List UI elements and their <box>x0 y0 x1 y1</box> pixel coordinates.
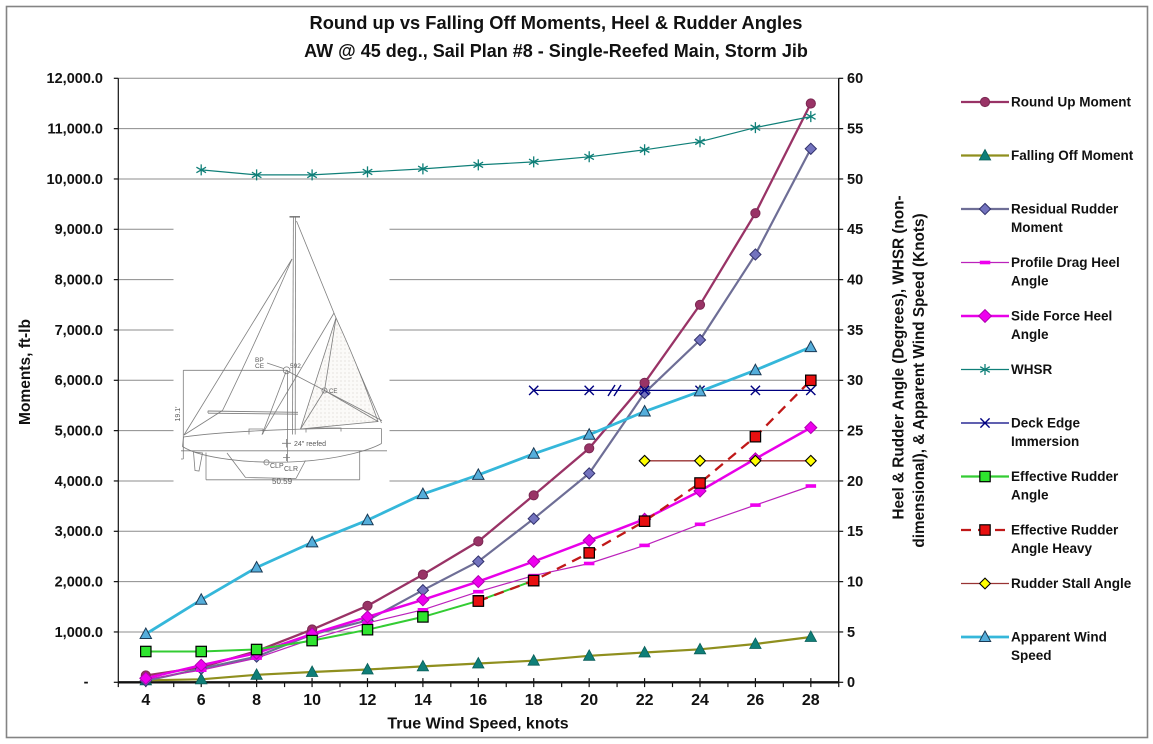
svg-text:Rudder Stall Angle: Rudder Stall Angle <box>1011 576 1132 591</box>
svg-text:7,000.0: 7,000.0 <box>55 323 103 339</box>
svg-text:Round up vs Falling Off Moment: Round up vs Falling Off Moments, Heel & … <box>310 12 803 33</box>
svg-text:35: 35 <box>847 323 863 339</box>
svg-text:8,000.0: 8,000.0 <box>55 272 103 288</box>
svg-text:10: 10 <box>303 692 321 709</box>
svg-text:-: - <box>84 674 89 690</box>
svg-text:40: 40 <box>847 272 863 288</box>
svg-text:Heel & Rudder Angle (Degrees),: Heel & Rudder Angle (Degrees), WHSR (non… <box>891 195 908 519</box>
svg-text:Deck Edge: Deck Edge <box>1011 416 1081 431</box>
svg-text:Angle: Angle <box>1011 327 1049 342</box>
svg-text:BP: BP <box>255 357 264 364</box>
svg-text:10: 10 <box>847 574 863 590</box>
svg-text:Residual Rudder: Residual Rudder <box>1011 202 1119 217</box>
svg-text:AW @ 45 deg., Sail Plan #8 - S: AW @ 45 deg., Sail Plan #8 - Single-Reef… <box>304 41 808 61</box>
svg-text:18: 18 <box>525 692 543 709</box>
svg-text:10,000.0: 10,000.0 <box>47 172 103 188</box>
svg-text:14: 14 <box>414 692 432 709</box>
svg-text:50: 50 <box>847 172 863 188</box>
svg-text:12: 12 <box>359 692 377 709</box>
svg-text:Moments, ft-lb: Moments, ft-lb <box>17 319 34 425</box>
svg-text:CE: CE <box>329 389 337 395</box>
svg-text:16: 16 <box>469 692 487 709</box>
svg-text:WHSR: WHSR <box>1011 362 1052 377</box>
svg-text:15: 15 <box>847 524 863 540</box>
svg-text:5: 5 <box>847 625 855 641</box>
svg-text:Profile Drag Heel: Profile Drag Heel <box>1011 255 1120 270</box>
svg-text:19.1′: 19.1′ <box>175 406 182 422</box>
svg-text:50.59: 50.59 <box>272 477 293 486</box>
svg-text:Side Force Heel: Side Force Heel <box>1011 309 1112 324</box>
svg-text:4,000.0: 4,000.0 <box>55 474 103 490</box>
svg-text:55: 55 <box>847 121 863 137</box>
svg-text:Round Up Moment: Round Up Moment <box>1011 95 1131 110</box>
svg-text:592: 592 <box>290 363 301 370</box>
svg-text:3,000.0: 3,000.0 <box>55 524 103 540</box>
svg-text:Effective Rudder: Effective Rudder <box>1011 469 1119 484</box>
svg-text:Immersion: Immersion <box>1011 434 1079 449</box>
svg-text:dimensional), & Apparent Wind: dimensional), & Apparent Wind Speed (Kno… <box>911 213 928 547</box>
svg-text:24″ reefed: 24″ reefed <box>294 441 326 448</box>
svg-text:30: 30 <box>847 373 863 389</box>
svg-text:Moment: Moment <box>1011 220 1063 235</box>
svg-text:Falling Off Moment: Falling Off Moment <box>1011 148 1134 163</box>
svg-text:8: 8 <box>252 692 261 709</box>
svg-text:CLP: CLP <box>270 463 284 470</box>
svg-text:28: 28 <box>802 692 820 709</box>
svg-text:24: 24 <box>691 692 709 709</box>
svg-text:CE: CE <box>255 363 265 370</box>
svg-text:25: 25 <box>847 423 863 439</box>
svg-text:6,000.0: 6,000.0 <box>55 373 103 389</box>
svg-text:20: 20 <box>847 474 863 490</box>
svg-text:45: 45 <box>847 222 863 238</box>
svg-text:True Wind Speed, knots: True Wind Speed, knots <box>387 716 568 733</box>
svg-text:Speed: Speed <box>1011 648 1052 663</box>
svg-text:5,000.0: 5,000.0 <box>55 423 103 439</box>
svg-text:Angle Heavy: Angle Heavy <box>1011 541 1093 556</box>
svg-text:4: 4 <box>141 692 150 709</box>
svg-text:Apparent Wind: Apparent Wind <box>1011 630 1107 645</box>
svg-text:12,000.0: 12,000.0 <box>47 71 103 87</box>
svg-text:1,000.0: 1,000.0 <box>55 625 103 641</box>
svg-text:9,000.0: 9,000.0 <box>55 222 103 238</box>
svg-text:0: 0 <box>847 675 855 691</box>
svg-text:Angle: Angle <box>1011 488 1049 503</box>
svg-text:2,000.0: 2,000.0 <box>55 574 103 590</box>
svg-text:Effective Rudder: Effective Rudder <box>1011 523 1119 538</box>
svg-text:20: 20 <box>580 692 598 709</box>
svg-text:Angle: Angle <box>1011 274 1049 289</box>
svg-text:CLR: CLR <box>284 466 298 473</box>
svg-text:22: 22 <box>636 692 654 709</box>
svg-text:6: 6 <box>197 692 206 709</box>
svg-text:60: 60 <box>847 71 863 87</box>
svg-text:26: 26 <box>747 692 765 709</box>
svg-text:11,000.0: 11,000.0 <box>47 121 103 137</box>
